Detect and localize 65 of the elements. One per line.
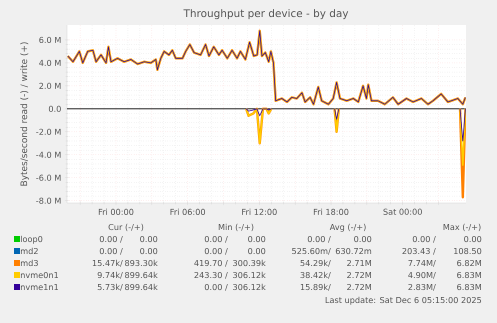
text: 0.00 / — [204, 284, 228, 291]
text: 0.00 / — [412, 236, 436, 243]
y-tick-label: 4.0 M — [39, 60, 61, 66]
text: 419.70 / — [194, 260, 228, 267]
text: 525.60m/ — [292, 248, 331, 255]
text: 0.00 — [464, 236, 482, 242]
text: 6.83M — [457, 272, 482, 278]
text: 300.39k — [233, 260, 266, 266]
text: 4.90M/ — [408, 272, 436, 279]
text: 899.64k — [125, 284, 158, 290]
legend-label: md2 — [20, 248, 38, 254]
x-tick-label: Sat 00:00 — [383, 208, 422, 215]
text: 306.12k — [233, 272, 266, 278]
text: Cur (-/+) — [108, 224, 144, 232]
text: 899.64k — [125, 272, 158, 278]
text: 0.00 — [354, 236, 372, 242]
y-tick-label: 6.0 M — [39, 36, 61, 44]
legend-label: md3 — [20, 260, 38, 266]
text: 7.74M/ — [408, 260, 436, 267]
text: 0.00 — [140, 248, 158, 254]
text: 2.83M/ — [408, 284, 436, 291]
text: Min (-/+) — [218, 224, 254, 232]
text: 630.72m — [336, 248, 372, 254]
text: 0.00 / — [204, 236, 228, 243]
x-tick-label: Fri 06:00 — [170, 208, 206, 215]
text: 2.72M — [347, 284, 372, 290]
text: Avg (-/+) — [330, 224, 366, 232]
text: 243.30 / — [194, 272, 228, 279]
text: 0.00 — [248, 236, 266, 242]
text: 108.50 — [454, 248, 482, 254]
x-tick-label: Fri 18:00 — [314, 208, 348, 215]
legend-label: nvme0n1 — [20, 272, 58, 278]
text: 5.73k/ — [98, 284, 123, 291]
x-tick-label: Fri 12:00 — [242, 208, 277, 215]
text: 38.42k/ — [300, 272, 331, 279]
text: 54.29k/ — [300, 260, 331, 267]
text: 9.74k/ — [98, 272, 123, 279]
text: 6.83M — [457, 284, 482, 290]
text: 0.00 — [248, 248, 266, 254]
x-tick-label: Fri 00:00 — [98, 208, 134, 215]
text: 0.00 / — [204, 248, 228, 255]
text: 15.89k/ — [300, 284, 331, 291]
text: 6.82M — [457, 260, 482, 266]
text: 2.71M — [347, 260, 372, 266]
y-tick-label: 0.0 — [48, 106, 61, 112]
text: 893.30k — [125, 260, 158, 266]
text: 0.00 / — [100, 248, 123, 255]
text: 203.43 / — [402, 248, 436, 255]
y-tick-label: 2.0 M — [39, 82, 61, 89]
y-tick-label: -4.0 M — [36, 152, 61, 158]
y-tick-label: -2.0 M — [36, 128, 61, 135]
legend-label: nvme1n1 — [20, 284, 58, 290]
text: Last update: Sat Dec 6 05:15:00 2025 — [326, 296, 482, 305]
y-axis-title: Bytes/second read (-) / write (+) — [20, 42, 29, 186]
text: 0.00 / — [308, 236, 331, 243]
text: 2.72M — [347, 272, 372, 278]
legend-label: loop0 — [20, 236, 42, 244]
text: 15.47k/ — [92, 260, 123, 267]
y-tick-label: -8.0 M — [36, 198, 61, 204]
chart-title: Throughput per device - by day — [183, 9, 348, 20]
text: 0.00 — [140, 236, 158, 242]
text: Max (-/+) — [444, 224, 481, 232]
y-tick-label: -6.0 M — [36, 174, 61, 181]
text: 306.12k — [233, 284, 266, 290]
text: 0.00 / — [100, 236, 123, 243]
